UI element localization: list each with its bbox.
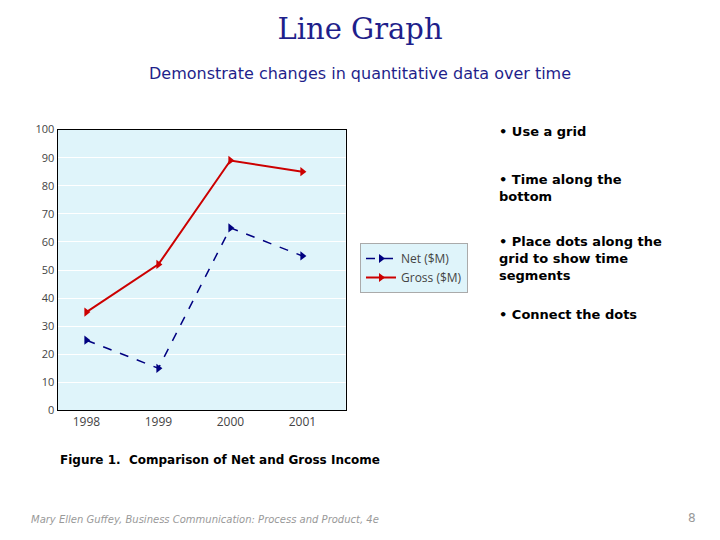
svg-text:Demonstrate changes in quantit: Demonstrate changes in quantitative data… xyxy=(149,64,571,83)
svg-text:1998: 1998 xyxy=(73,413,101,430)
svg-text:50: 50 xyxy=(42,262,55,277)
svg-text:Gross ($M): Gross ($M) xyxy=(401,269,462,286)
svg-text:Line Graph: Line Graph xyxy=(277,12,442,46)
svg-text:40: 40 xyxy=(42,290,55,305)
svg-text:• Time along thebottom: • Time along thebottom xyxy=(499,172,622,204)
svg-text:80: 80 xyxy=(42,178,55,193)
svg-text:100: 100 xyxy=(36,121,55,136)
svg-text:1999: 1999 xyxy=(145,413,173,430)
svg-text:70: 70 xyxy=(42,206,55,221)
svg-text:8: 8 xyxy=(688,511,696,525)
svg-text:60: 60 xyxy=(42,234,55,249)
svg-text:20: 20 xyxy=(42,346,55,361)
svg-text:2000: 2000 xyxy=(217,413,245,430)
svg-text:2001: 2001 xyxy=(289,413,316,430)
svg-text:Figure 1. Comparison of Net a: Figure 1. Comparison of Net and Gross In… xyxy=(60,453,380,467)
svg-text:Net ($M): Net ($M) xyxy=(401,250,449,267)
svg-text:0: 0 xyxy=(48,402,54,417)
svg-text:10: 10 xyxy=(42,374,55,389)
svg-text:• Connect the dots: • Connect the dots xyxy=(499,307,637,322)
svg-text:90: 90 xyxy=(42,150,55,165)
svg-text:• Use a grid: • Use a grid xyxy=(499,124,586,139)
svg-text:Mary Ellen Guffey, Business Co: Mary Ellen Guffey, Business Communicatio… xyxy=(31,514,379,525)
svg-text:• Place dots along thegrid to: • Place dots along thegrid to show times… xyxy=(499,234,662,283)
svg-text:30: 30 xyxy=(42,318,55,333)
